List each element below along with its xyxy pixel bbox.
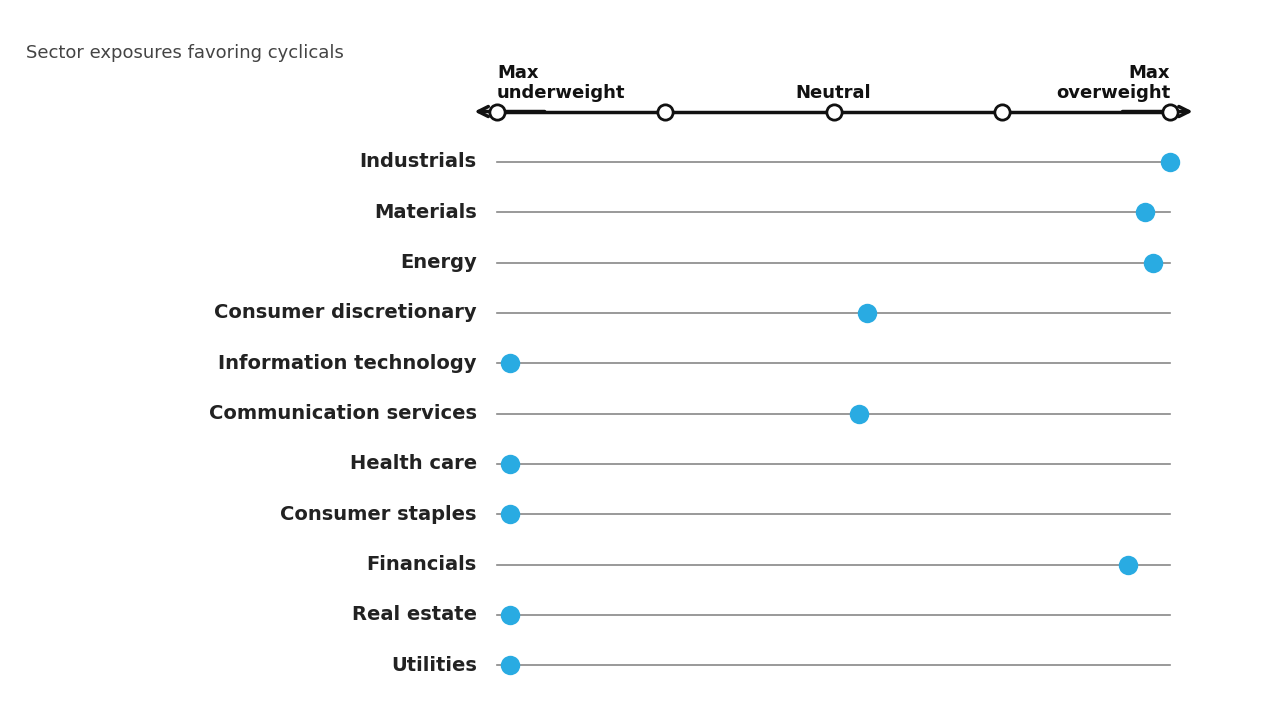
Text: Real estate: Real estate bbox=[352, 606, 476, 624]
Text: Consumer discretionary: Consumer discretionary bbox=[214, 303, 476, 323]
Text: Industrials: Industrials bbox=[360, 153, 476, 171]
Text: Health care: Health care bbox=[349, 454, 476, 474]
Text: Max
underweight: Max underweight bbox=[497, 63, 626, 102]
Text: Financials: Financials bbox=[366, 555, 476, 574]
Text: Materials: Materials bbox=[374, 203, 476, 222]
Text: Information technology: Information technology bbox=[218, 354, 476, 373]
Text: Max
overweight: Max overweight bbox=[1056, 63, 1170, 102]
Text: Neutral: Neutral bbox=[796, 84, 872, 102]
Text: Utilities: Utilities bbox=[390, 656, 476, 675]
Text: Sector exposures favoring cyclicals: Sector exposures favoring cyclicals bbox=[26, 43, 343, 61]
Text: Consumer staples: Consumer staples bbox=[280, 505, 476, 523]
Text: Energy: Energy bbox=[399, 253, 476, 272]
Text: Communication services: Communication services bbox=[209, 404, 476, 423]
